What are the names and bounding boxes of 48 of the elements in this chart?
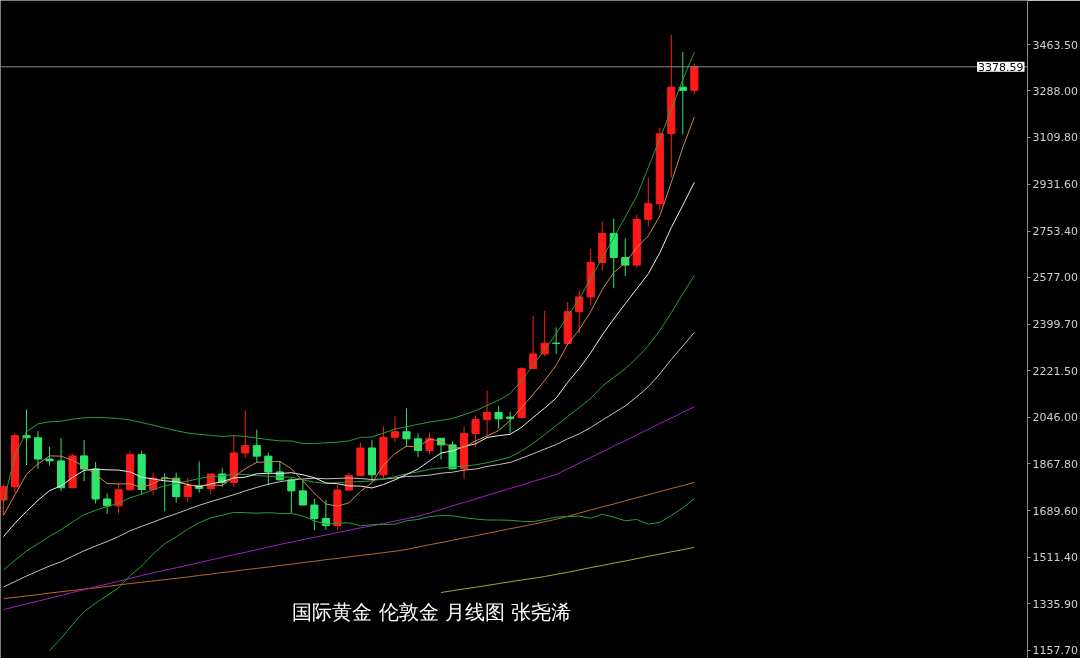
- y-tick-label: 1689.60: [1032, 504, 1078, 518]
- candlestick: [22, 408, 31, 466]
- y-tick-label: 1335.90: [1032, 597, 1078, 611]
- candlestick: [425, 432, 434, 456]
- candlestick: [298, 479, 307, 507]
- candlestick: [287, 477, 296, 514]
- y-tick-label: 1511.40: [1032, 551, 1078, 565]
- line-series: [2, 481, 695, 600]
- line-series: [2, 51, 695, 504]
- candlestick: [506, 411, 515, 434]
- candlestick: [471, 414, 480, 448]
- annotation: 国际黄金 伦敦金 月线图 张尧浠: [292, 600, 572, 625]
- y-tick-label: 3109.80: [1032, 131, 1078, 145]
- candlestick: [413, 433, 423, 458]
- y-tick-label: 2753.40: [1032, 225, 1078, 239]
- candlestick: [241, 410, 250, 459]
- y-tick-label: 1867.80: [1032, 457, 1078, 471]
- candlestick: [45, 446, 54, 467]
- candlestick: [264, 452, 273, 486]
- candlestick: [80, 439, 89, 482]
- y-tick-label: 3288.00: [1032, 84, 1078, 98]
- candlestick: [310, 498, 319, 531]
- candlestick: [402, 407, 411, 448]
- y-tick-label: 1157.70: [1032, 644, 1078, 658]
- y-tick-label: 2931.60: [1032, 178, 1078, 192]
- candlestick: [494, 405, 503, 430]
- y-tick-label: 2399.70: [1032, 318, 1078, 332]
- line-series: [2, 274, 695, 571]
- candlestick: [183, 477, 192, 503]
- line-series: [2, 181, 695, 538]
- y-tick-label: 2221.50: [1032, 364, 1078, 378]
- candlestick: [252, 429, 261, 464]
- candlestick: [644, 177, 653, 227]
- line-series: [440, 546, 695, 594]
- line-series: [2, 331, 695, 588]
- y-tick-label: 2046.00: [1032, 411, 1078, 425]
- y-tick-label: 3463.50: [1032, 38, 1078, 52]
- candlestick: [483, 390, 492, 437]
- line-series: [49, 497, 695, 652]
- candlestick: [114, 481, 123, 515]
- candlestick: [690, 63, 699, 95]
- candlestick: [33, 430, 43, 470]
- ref-line-label: 3378.59: [978, 60, 1024, 74]
- candlestick: [390, 415, 400, 443]
- candlestick: [609, 218, 618, 289]
- candlestick: [103, 492, 112, 515]
- y-tick-label: 2577.00: [1032, 271, 1078, 285]
- line-series: [2, 116, 695, 516]
